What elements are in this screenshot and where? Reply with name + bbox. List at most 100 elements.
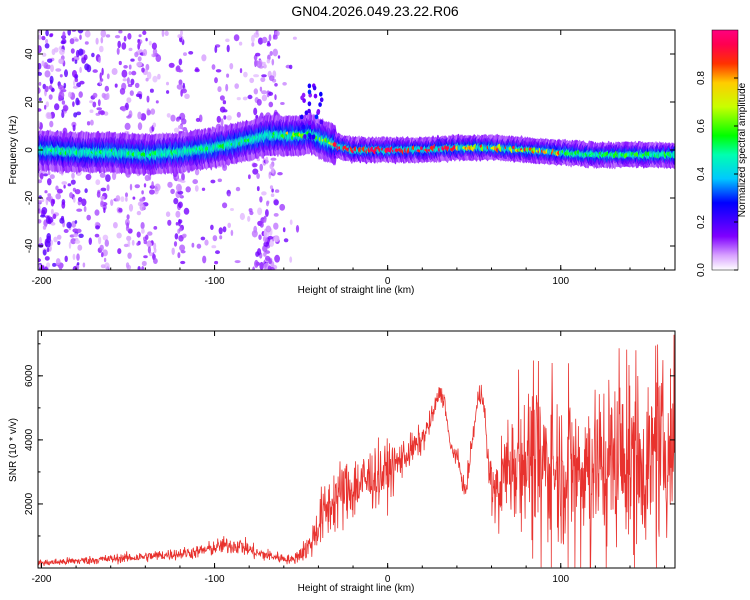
- spectrogram-noise-point: [214, 77, 218, 84]
- spectrogram-noise-point: [269, 75, 275, 82]
- spectrogram-noise-point: [166, 81, 169, 86]
- spectrogram-noise-point: [289, 64, 293, 70]
- spectrogram-noise-point: [43, 173, 48, 177]
- spectrogram-noise-point: [70, 238, 76, 245]
- spectrogram-noise-point: [141, 190, 144, 195]
- spectrogram-noise-point: [255, 52, 261, 57]
- spectrogram-noise-point: [142, 49, 148, 57]
- spectrogram-noise-point: [94, 233, 100, 238]
- spectrogram-noise-point: [38, 97, 42, 102]
- spectrogram-noise-point: [102, 249, 108, 257]
- spectrogram-noise-point: [101, 252, 104, 258]
- spectrogram-noise-point: [141, 266, 145, 270]
- spectrogram-noise-point: [265, 225, 272, 233]
- spectrogram-noise-point: [100, 264, 106, 269]
- spectrogram-noise-point: [253, 107, 258, 116]
- spectrogram-noise-point: [280, 102, 285, 105]
- spectrogram-noise-point: [77, 244, 83, 251]
- spectrogram-noise-point: [178, 235, 184, 242]
- spectrogram-noise-point: [105, 34, 111, 38]
- spectrogram-noise-point: [73, 233, 79, 238]
- spectrogram-noise-point: [146, 241, 153, 247]
- spectrogram-noise-point: [56, 234, 62, 240]
- spectrogram-noise-point: [265, 156, 269, 165]
- spectrogram-noise-point: [61, 181, 68, 185]
- spectrogram-noise-point: [254, 259, 259, 268]
- spectrogram-noise-point: [282, 227, 286, 233]
- spectrogram-noise-point: [41, 35, 46, 41]
- spectrogram-noise-point: [79, 80, 85, 85]
- spectrogram-noise-point: [166, 90, 170, 94]
- spectrogram-noise-point: [44, 85, 49, 93]
- spectrogram-noise-point: [255, 30, 259, 35]
- spectrogram-noise-point: [255, 251, 260, 257]
- spectrogram-noise-point: [128, 71, 132, 76]
- spectrogram-noise-point: [130, 78, 135, 86]
- spectrogram-noise-point: [269, 185, 274, 190]
- spectrogram-noise-point: [219, 95, 225, 101]
- spectrogram-noise-point: [238, 41, 243, 46]
- spectrogram-noise-point: [47, 218, 52, 225]
- spectrogram-noise-point: [185, 186, 191, 193]
- spectrogram-noise-point: [123, 243, 129, 248]
- spectrogram-noise-point: [61, 111, 65, 118]
- spectrogram-noise-point: [102, 234, 109, 241]
- spectrogram-noise-point: [38, 258, 41, 263]
- spectrogram-noise-point: [50, 208, 54, 215]
- spectrogram-noise-point: [168, 62, 175, 68]
- snr-x-axis-label: Height of straight line (km): [298, 583, 415, 594]
- spectrogram-noise-point: [136, 210, 142, 216]
- spectrogram-noise-point: [127, 33, 132, 40]
- spectrogram-burst-point: [316, 109, 321, 114]
- spectrogram-noise-point: [214, 260, 219, 265]
- spectrogram-noise-point: [106, 92, 110, 100]
- spectrogram-noise-point: [46, 262, 51, 268]
- spectrogram-noise-point: [152, 122, 157, 128]
- spectrogram-noise-point: [60, 40, 66, 45]
- spectrogram-noise-point: [265, 209, 269, 217]
- spectrogram-noise-point: [61, 89, 67, 93]
- spectrogram-noise-point: [100, 187, 107, 192]
- spectrogram-noise-point: [121, 106, 127, 112]
- spectrogram-noise-point: [191, 242, 195, 248]
- spectrogram-noise-point: [263, 64, 267, 69]
- spectrogram-noise-point: [261, 191, 267, 196]
- spectrogram-noise-point: [274, 254, 280, 263]
- spectrogram-noise-point: [49, 33, 54, 37]
- spectrogram-noise-point: [139, 203, 145, 211]
- spectrogram-noise-point: [121, 42, 127, 50]
- spectrogram-noise-point: [256, 173, 260, 179]
- spectrogram-noise-point: [175, 183, 182, 192]
- spectrogram-noise-point: [261, 94, 268, 102]
- spectrogram-noise-point: [217, 86, 222, 93]
- spectrogram-noise-point: [259, 196, 263, 203]
- spectrogram-noise-point: [137, 122, 143, 131]
- snr-x-tick-label: -100: [205, 574, 225, 585]
- spectrogram-noise-point: [42, 249, 47, 256]
- spectrogram-noise-point: [175, 222, 179, 226]
- spectrogram-noise-point: [126, 214, 130, 220]
- spectrogram-noise-point: [92, 92, 98, 98]
- spectrogram-noise-point: [38, 179, 42, 184]
- spectrogram-noise-point: [217, 178, 222, 183]
- spectrogram-noise-point: [99, 72, 102, 81]
- spectrogram-noise-point: [111, 68, 118, 75]
- spectrogram-noise-point: [257, 37, 264, 45]
- spectrogram-noise-point: [94, 209, 100, 216]
- spectrogram-noise-point: [47, 171, 51, 176]
- spectrogram-noise-point: [177, 201, 183, 209]
- colorbar-label: Normalized spectral amplitude: [737, 82, 748, 217]
- spectrogram-noise-point: [230, 229, 234, 236]
- spectrogram-y-tick-label: 40: [24, 48, 35, 60]
- spectrogram-noise-point: [61, 201, 66, 209]
- spectrogram-noise-point: [171, 247, 175, 255]
- spectrogram-noise-point: [103, 257, 107, 263]
- spectrogram-noise-point: [129, 90, 134, 96]
- spectrogram-noise-point: [103, 111, 109, 116]
- spectrogram-noise-point: [167, 219, 172, 226]
- spectrogram-noise-point: [100, 195, 105, 200]
- spectrogram-noise-point: [100, 36, 104, 44]
- spectrogram-noise-point: [211, 245, 217, 249]
- spectrogram-noise-point: [126, 77, 130, 85]
